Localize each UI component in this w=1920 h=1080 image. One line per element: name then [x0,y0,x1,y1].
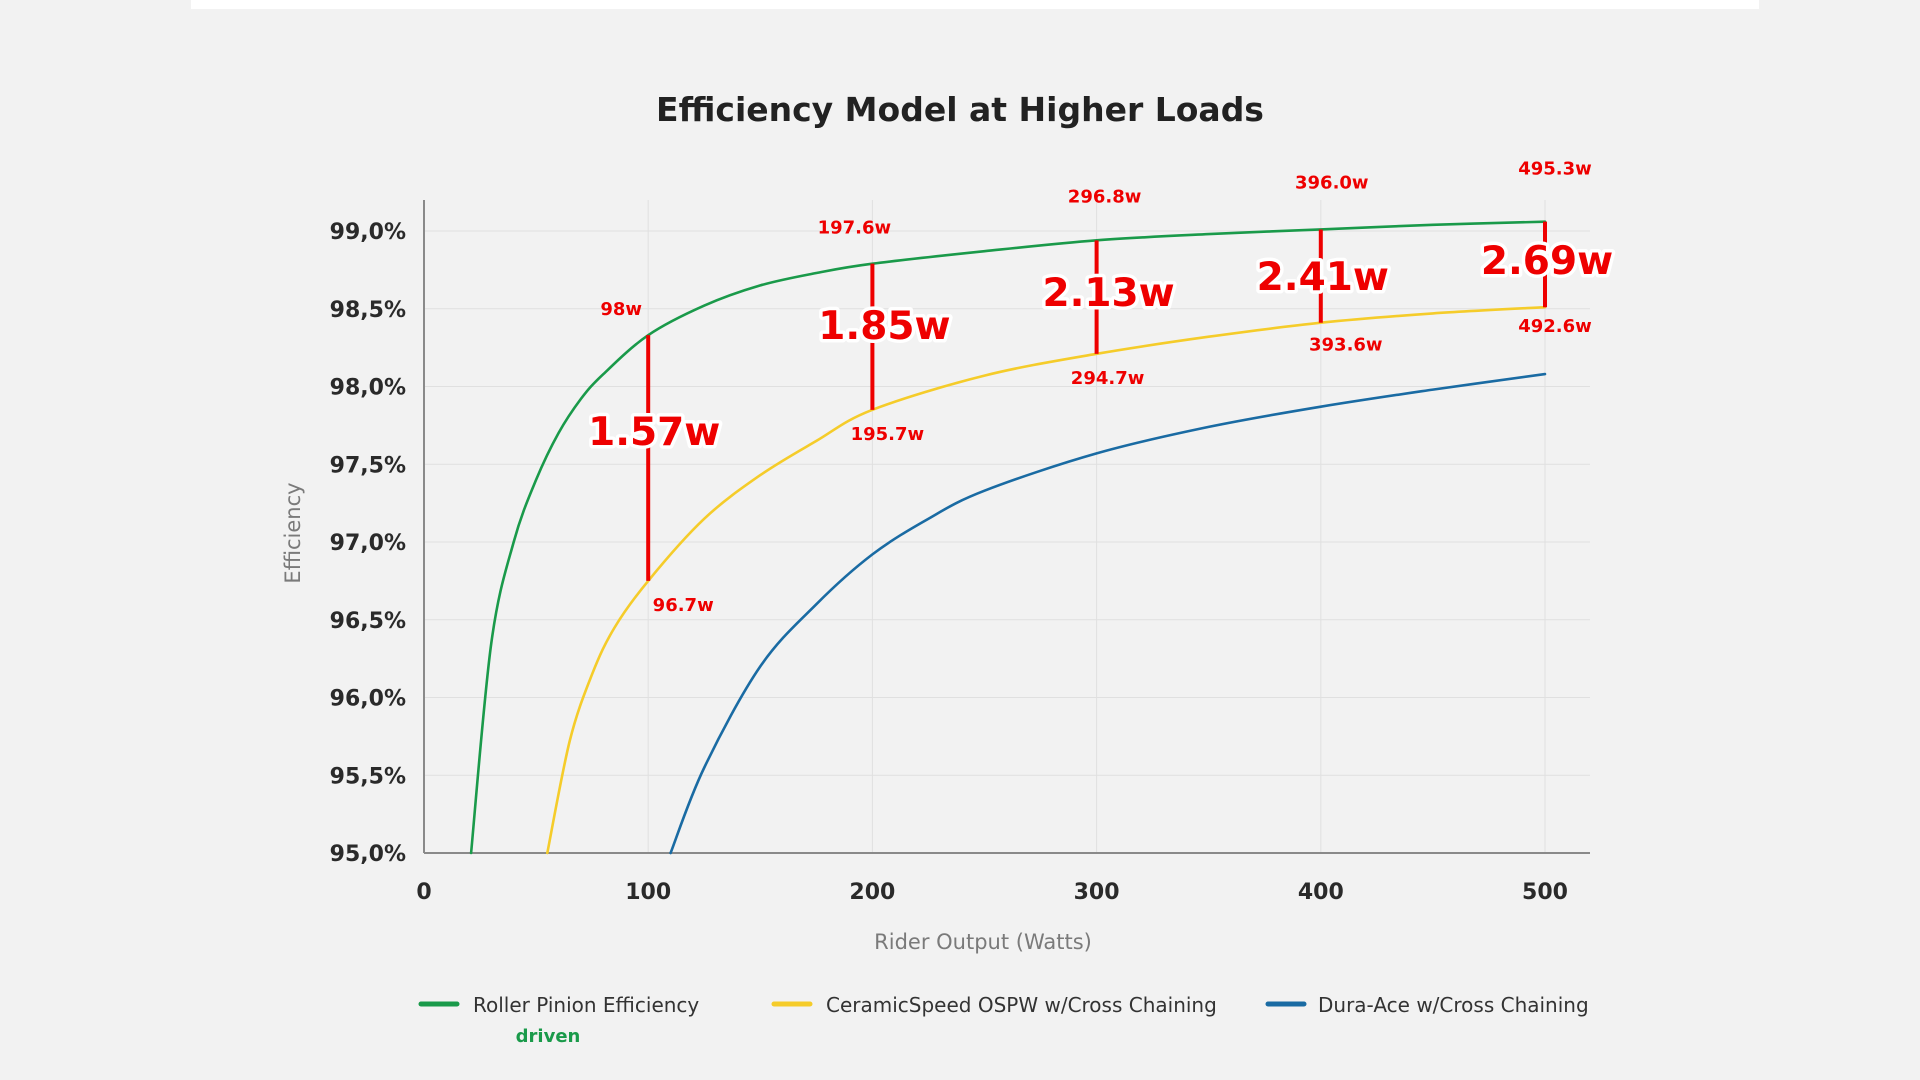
annotation-top-label: 197.6w [818,218,892,239]
roller-pinion-line [469,220,1547,855]
annotation-difference-label: 1.85w [818,304,950,349]
y-tick-label: 97,5% [330,453,406,478]
axes [423,200,1590,854]
annotation-difference-label: 2.13w [1042,271,1174,316]
annotation-difference-label: 2.69w [1481,239,1613,284]
annotation-bottom-label: 294.7w [1071,368,1145,389]
annotation-top-label: 396.0w [1295,172,1369,193]
annotation-top-label: 98w [600,299,642,320]
dura-ace-line [669,372,1547,855]
ceramicspeed-line [546,305,1547,855]
grid [424,200,1590,853]
annotation-top-label: 495.3w [1518,159,1592,180]
annotation-bottom-label: 96.7w [653,595,714,616]
annotation-bottom-label: 492.6w [1518,316,1592,337]
y-tick-label: 95,0% [330,842,406,867]
annotation-top-label: 296.8w [1068,186,1142,207]
y-tick-label: 98,0% [330,376,406,401]
annotation-bottom-label: 393.6w [1309,335,1383,356]
x-tick-label: 200 [849,880,895,905]
y-tick-label: 95,5% [330,764,406,789]
x-tick-label: 400 [1298,880,1344,905]
y-tick-label: 97,0% [330,531,406,556]
legend: Roller Pinion Efficiency driven CeramicSpe… [418,993,1589,1047]
x-tick-labels: 0 100 200 300 400 500 [416,880,1568,905]
series-lines [469,220,1547,855]
x-tick-label: 300 [1074,880,1120,905]
annotations: 98w 96.7w 1.57w 197.6w 195.7w 1.85w 296.8w 294.… [585,159,1617,616]
legend-label: CeramicSpeed OSPW w/Cross Chaining [826,993,1217,1017]
legend-sublabel: driven [516,1026,581,1047]
y-tick-label: 99,0% [330,220,406,245]
y-tick-labels: 95,0% 95,5% 96,0% 96,5% 97,0% 97,5% 98,0% 98,5%… [330,220,406,867]
annotation-difference-label: 1.57w [588,410,720,455]
chart-title: Efficiency Model at Higher Loads [656,90,1264,129]
y-tick-label: 98,5% [330,298,406,323]
y-tick-label: 96,5% [330,609,406,634]
x-axis-label: Rider Output (Watts) [874,930,1092,954]
legend-label: Dura-Ace w/Cross Chaining [1318,993,1589,1017]
x-tick-label: 100 [625,880,671,905]
y-tick-label: 96,0% [330,687,406,712]
annotation-bottom-label: 195.7w [851,424,925,445]
x-tick-label: 0 [416,880,431,905]
legend-label: Roller Pinion Efficiency [473,993,699,1017]
annotation-difference-label: 2.41w [1257,255,1389,300]
top-strip [191,0,1759,9]
y-axis-label: Efficiency [281,482,305,583]
x-tick-label: 500 [1522,880,1568,905]
